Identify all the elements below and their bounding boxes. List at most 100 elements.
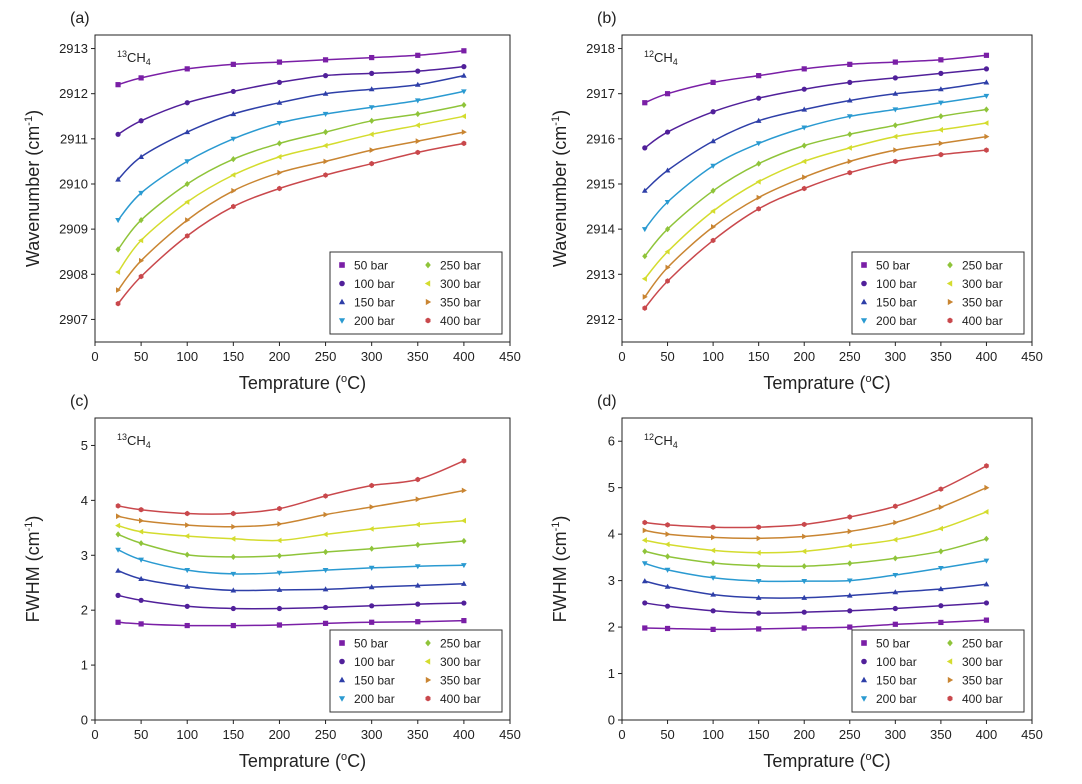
data-point [755,178,761,185]
legend-marker [947,317,953,324]
data-point [277,185,282,192]
data-point [461,101,467,109]
data-point [323,493,328,499]
x-axis-label-unit: C) [872,751,891,771]
data-point [461,458,467,464]
data-point [415,496,421,503]
data-point [710,237,716,244]
data-point [641,187,648,193]
data-point [755,594,762,600]
x-tick-label: 250 [839,349,861,364]
data-point [322,531,328,538]
data-point [938,566,944,572]
data-point [938,548,944,555]
x-axis-label-unit: C) [872,373,891,393]
y-axis-label: FWHM (cm-1) [550,516,570,623]
data-point [665,553,671,560]
x-axis-label-unit: C) [347,373,366,393]
data-point [323,158,329,165]
x-tick-label: 100 [702,727,724,742]
data-point [230,571,237,577]
data-point [801,579,808,585]
legend-marker [860,298,868,305]
y-tick-label: 2 [608,620,615,635]
legend-marker [425,639,431,647]
legend-label: 200 bar [354,314,395,328]
data-point [710,163,716,169]
data-point [322,604,329,611]
data-point [892,536,898,543]
y-tick-label: 2912 [59,86,88,101]
species-label: 13CH4 [117,49,151,67]
chart-panel: 0 50 100 150 200 250 300 350 400 4500123456Tempra… [550,393,1043,771]
data-point [665,522,670,528]
series-fit-line [644,602,987,614]
data-point [893,519,899,526]
data-point [801,185,807,192]
legend-label: 150 bar [876,296,917,310]
series-fit-line [644,619,987,631]
series-fit-line [644,68,987,149]
data-point [184,233,190,239]
y-tick-label: 1 [608,666,615,681]
legend-label: 300 bar [440,277,481,291]
plot-frame [94,417,511,721]
data-point [322,586,329,592]
data-point [231,203,236,210]
legend-marker [947,639,953,647]
data-point [984,484,990,491]
data-point [184,100,190,106]
legend-marker [861,640,867,646]
data-point [115,300,121,307]
y-tick-label: 2913 [586,267,615,282]
data-point [461,537,467,545]
data-point [115,503,121,509]
y-tick-label: 1 [81,658,88,673]
y-tick-label: 0 [608,713,615,728]
series-fit-line [644,81,987,192]
y-tick-label: 4 [81,493,88,508]
data-point [184,66,190,72]
legend-marker [860,676,868,683]
data-point [414,122,420,129]
data-point [641,275,647,282]
data-point [461,580,467,586]
y-axis-label-main: Wavenumber (cm [550,126,570,267]
x-tick-label: 150 [222,349,244,364]
data-point [231,510,236,517]
data-point [846,97,853,103]
data-point [892,605,898,612]
data-point [138,190,144,196]
x-tick-label: 350 [930,349,952,364]
y-axis-label-unit: ) [550,516,570,522]
data-point [938,486,944,492]
data-point [664,583,671,589]
data-point [710,109,716,115]
data-point [847,131,853,138]
plot-frame [621,34,1033,343]
data-point [641,578,648,584]
data-point [369,482,374,489]
data-point [323,172,328,178]
data-point [415,110,421,118]
data-point [983,600,990,606]
legend-marker [339,640,345,646]
data-point [115,567,121,573]
legend-box [329,251,503,335]
x-tick-label: 300 [361,727,383,742]
data-point [115,592,121,598]
data-point [664,200,671,205]
data-point [983,535,989,542]
data-point [801,158,807,165]
data-point [938,140,944,147]
legend-label: 50 bar [354,259,388,273]
data-point [322,90,329,96]
legend-label: 100 bar [876,277,917,291]
legend-marker [338,298,346,305]
legend-box [851,629,1025,713]
x-axis-label-superscript: o [865,751,871,763]
legend-label: 150 bar [876,674,917,688]
data-point [184,180,190,188]
legend-marker [424,280,431,287]
data-point [369,54,375,61]
